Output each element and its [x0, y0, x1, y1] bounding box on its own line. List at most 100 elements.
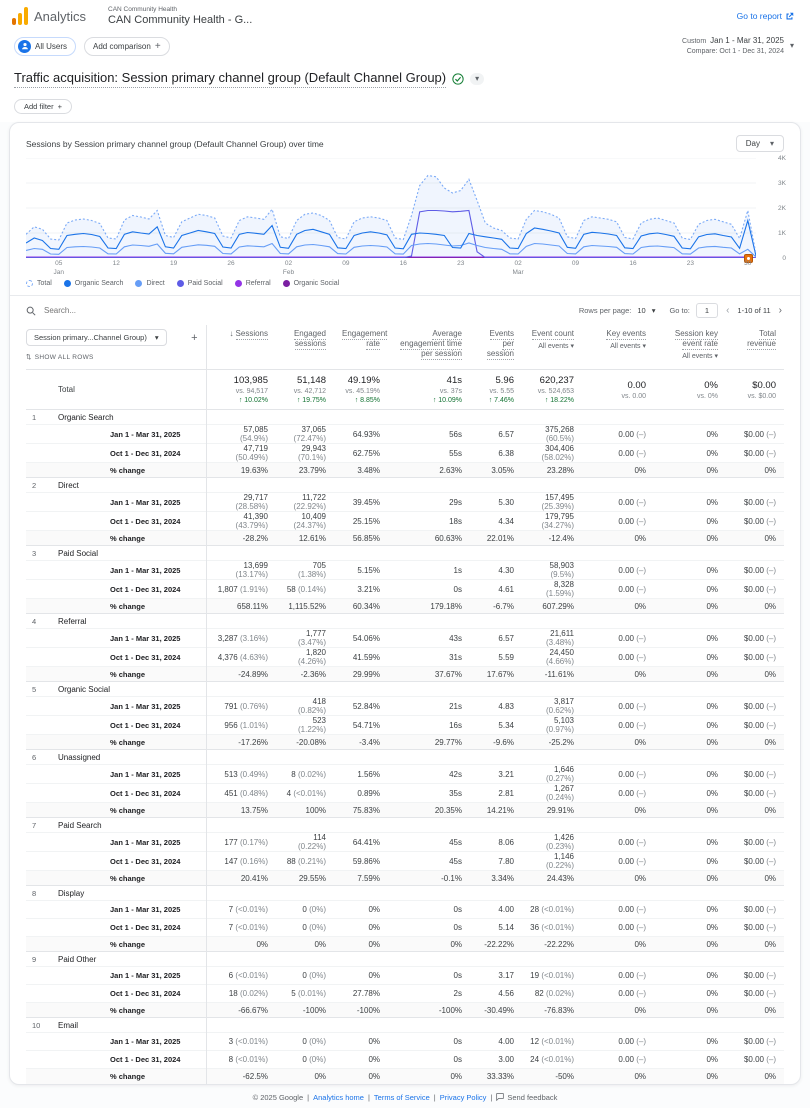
metric-cell — [654, 952, 726, 967]
table-row: % change-66.67%-100%-100%-100%-30.49%-76… — [26, 1003, 784, 1018]
channel-name[interactable]: Direct — [58, 481, 79, 490]
metric-cell: 17.67% — [470, 667, 522, 682]
page-title[interactable]: Traffic acquisition: Session primary cha… — [14, 70, 446, 88]
metric-cell — [334, 546, 388, 561]
send-feedback-button[interactable]: Send feedback — [496, 1093, 557, 1102]
channel-name[interactable]: Unassigned — [58, 753, 100, 762]
metric-cell: 0% — [276, 937, 334, 952]
column-header-events-per-session[interactable]: Events per session — [470, 325, 522, 370]
goto-input[interactable]: 1 — [696, 303, 718, 318]
legend-item-organic-search[interactable]: Organic Search — [64, 280, 124, 287]
metric-cell: $0.00 (–) — [726, 697, 784, 716]
metric-cell: 47,719 (50.49%) — [206, 444, 276, 463]
add-dimension-button[interactable]: + — [191, 332, 197, 344]
channel-name[interactable]: Paid Search — [58, 821, 102, 830]
legend-item-organic-social[interactable]: Organic Social — [283, 280, 340, 287]
metric-cell: 418 (0.82%) — [276, 697, 334, 716]
report-title-caret[interactable]: ▾ — [470, 73, 484, 85]
all-users-chip[interactable]: All Users — [14, 37, 76, 56]
column-header-engagement-rate[interactable]: Engagement rate — [334, 325, 388, 370]
add-comparison-chip[interactable]: Add comparison + — [84, 37, 170, 56]
period-label: Jan 1 - Mar 31, 2025 — [32, 498, 198, 507]
metric-cell: -25.2% — [522, 735, 582, 750]
metric-cell: 0% — [276, 1069, 334, 1084]
search-icon — [26, 306, 36, 316]
metric-cell: 5.30 — [470, 493, 522, 512]
metric-cell — [726, 952, 784, 967]
analytics-logo[interactable]: Analytics — [12, 7, 86, 25]
legend-item-referral[interactable]: Referral — [235, 280, 271, 287]
metric-cell: 0% — [334, 901, 388, 919]
metric-cell: 29.77% — [388, 735, 470, 750]
metric-cell: -76.83% — [522, 1003, 582, 1018]
rows-per-page-label: Rows per page: — [579, 306, 632, 315]
period-label: Jan 1 - Mar 31, 2025 — [32, 566, 198, 575]
prev-page-button[interactable]: ‹ — [724, 305, 731, 316]
metric-cell: 177 (0.17%) — [206, 833, 276, 852]
plus-icon: + — [155, 41, 161, 52]
metric-cell: 1,807 (1.91%) — [206, 580, 276, 599]
channel-name[interactable]: Email — [58, 1021, 78, 1030]
external-link-icon — [785, 12, 794, 21]
metric-cell — [726, 478, 784, 493]
metric-cell: 3.05% — [470, 463, 522, 478]
terms-link[interactable]: Terms of Service — [374, 1093, 430, 1102]
go-to-report-link[interactable]: Go to report — [737, 11, 794, 21]
analytics-home-link[interactable]: Analytics home — [313, 1093, 364, 1102]
legend-item-total[interactable]: Total — [26, 280, 52, 287]
metric-cell — [654, 546, 726, 561]
metric-cell: 0% — [726, 871, 784, 886]
column-header-average-engagement-time-per-session[interactable]: Average engagement time per session — [388, 325, 470, 370]
channel-name[interactable]: Display — [58, 889, 84, 898]
column-header-engaged-sessions[interactable]: Engaged sessions — [276, 325, 334, 370]
show-all-rows-button[interactable]: ⇅SHOW ALL ROWS — [26, 353, 198, 361]
privacy-link[interactable]: Privacy Policy — [440, 1093, 487, 1102]
metric-cell: 157,495 (25.39%) — [522, 493, 582, 512]
granularity-select[interactable]: Day ▾ — [736, 135, 784, 152]
metric-cell: 0% — [388, 1069, 470, 1084]
metric-cell: 4.83 — [470, 697, 522, 716]
next-page-button[interactable]: › — [777, 305, 784, 316]
metric-cell: 0s — [388, 901, 470, 919]
legend-item-direct[interactable]: Direct — [135, 280, 164, 287]
channel-name[interactable]: Referral — [58, 617, 86, 626]
metric-cell: 0% — [654, 784, 726, 803]
metric-cell: 0.00 (–) — [582, 580, 654, 599]
metric-cell: 0.89% — [334, 784, 388, 803]
metric-cell — [726, 1018, 784, 1033]
column-header-sessions[interactable]: ↓Sessions — [206, 325, 276, 370]
legend-dot — [177, 280, 184, 287]
metric-cell: 56.85% — [334, 531, 388, 546]
metric-cell — [334, 410, 388, 425]
table-row: % change-62.5%0%0%0%33.33%-50%0%0%0% — [26, 1069, 784, 1084]
dimension-selector[interactable]: Session primary...Channel Group)▾ — [26, 329, 167, 346]
rows-per-page-select[interactable]: 10▾ — [637, 306, 655, 315]
channel-name[interactable]: Organic Search — [58, 413, 114, 422]
column-header-total-revenue[interactable]: Total revenue — [726, 325, 784, 370]
x-axis-tick: 23 — [679, 260, 701, 268]
channel-name[interactable]: Paid Social — [58, 549, 98, 558]
add-filter-button[interactable]: Add filter + — [14, 99, 72, 114]
channel-name[interactable]: Paid Other — [58, 955, 96, 964]
metric-cell: 20.41% — [206, 871, 276, 886]
property-selector[interactable]: CAN Community Health CAN Community Healt… — [108, 6, 252, 26]
metric-filter[interactable]: All events ▾ — [530, 342, 574, 350]
metric-cell: 0% — [654, 463, 726, 478]
metric-cell: 2s — [388, 985, 470, 1003]
metric-cell: 59.86% — [334, 852, 388, 871]
channel-name[interactable]: Organic Social — [58, 685, 110, 694]
metric-filter[interactable]: All events ▾ — [590, 342, 646, 350]
legend-item-paid-social[interactable]: Paid Social — [177, 280, 223, 287]
metric-filter[interactable]: All events ▾ — [662, 352, 718, 360]
search-input[interactable] — [42, 305, 242, 316]
